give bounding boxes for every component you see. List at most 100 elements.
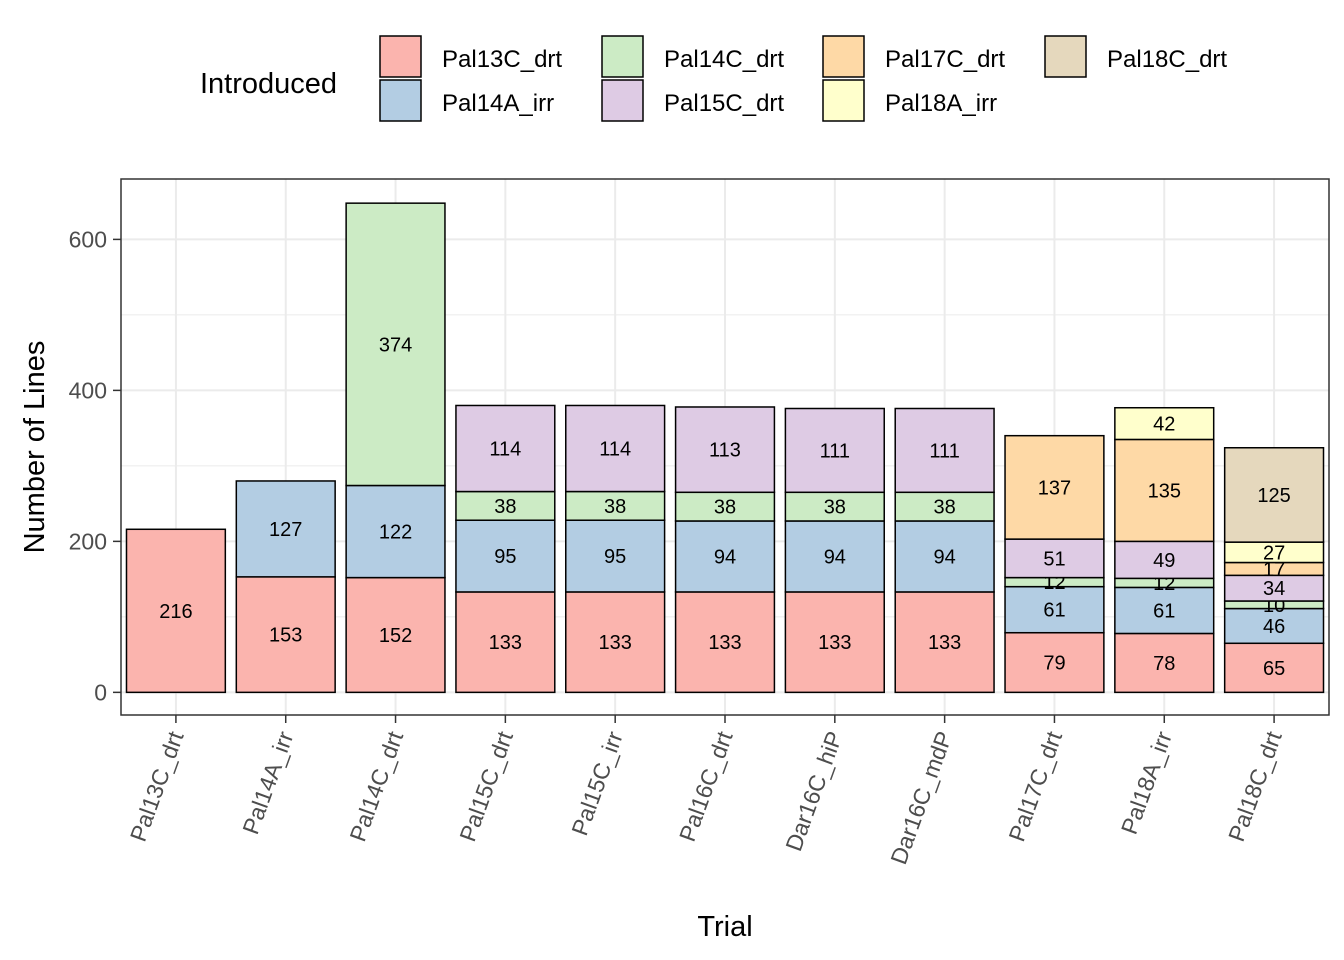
bar-segment-pal15c-drt — [784, 407, 885, 494]
legend-item-pal18a-irr: Pal18A_irr — [822, 79, 997, 122]
data-label: 114 — [599, 439, 631, 461]
legend: Introduced Pal13C_drt Pal14C_drt Pal17C_dr… — [200, 35, 1227, 122]
y-tick-label: 600 — [69, 226, 107, 252]
data-label: 133 — [708, 632, 741, 654]
bar-segment-pal13c-drt — [565, 591, 666, 694]
bar-segment-pal14c-drt — [674, 491, 776, 522]
data-label: 153 — [269, 625, 302, 647]
legend-swatch — [822, 79, 865, 122]
data-label: 51 — [1043, 548, 1065, 570]
data-label: 152 — [379, 625, 412, 647]
bar-segment-pal13c-drt — [345, 576, 446, 694]
data-label: 65 — [1263, 658, 1285, 680]
bar-stack-pal15c-drt: 133 95 38 114 — [455, 404, 556, 694]
data-label: 17 — [1263, 559, 1285, 581]
bar-segment-pal14c-drt — [784, 491, 885, 522]
bar-segment-pal15c-drt — [674, 406, 776, 494]
bar-segment-pal14c-drt — [455, 490, 556, 521]
bar-segment-pal14a-irr — [565, 519, 666, 593]
bar-segment-pal13c-drt — [125, 528, 227, 694]
bar-segment-pal13c-drt — [1004, 631, 1105, 694]
bar-segment-pal13c-drt — [784, 591, 885, 694]
x-tick-label: Pal16C_drt — [674, 727, 738, 845]
bars: 2161531271521223741339538114133953811413… — [125, 202, 1325, 694]
bar-segment-pal15c-drt — [565, 404, 666, 493]
x-tick-label: Pal15C_irr — [566, 727, 628, 838]
legend-item-pal15c-drt: Pal15C_drt — [601, 79, 784, 122]
legend-swatch — [601, 79, 644, 122]
data-label: 216 — [159, 601, 192, 623]
bar-segment-pal15c-drt — [1004, 538, 1105, 579]
x-tick-label: Pal13C_drt — [125, 727, 189, 845]
x-axis-label: Trial — [697, 911, 752, 943]
data-label: 122 — [379, 522, 412, 544]
data-label: 61 — [1043, 600, 1065, 622]
bar-segment-pal18c-drt — [1223, 447, 1325, 543]
bar-segment-pal14a-irr — [235, 480, 336, 578]
y-tick-label: 400 — [69, 377, 107, 403]
legend-item-pal14c-drt: Pal14C_drt — [601, 35, 784, 78]
data-label: 95 — [604, 546, 626, 568]
bar-stack-pal14a-irr: 153 127 — [235, 480, 336, 694]
bar-stack-dar16c-hip: 133 94 38 111 — [784, 407, 885, 694]
y-tick-label: 0 — [94, 679, 107, 705]
x-tick-label: Pal14C_drt — [344, 727, 408, 845]
legend-swatch — [379, 35, 422, 78]
data-label: 111 — [820, 440, 850, 462]
data-label: 46 — [1263, 616, 1285, 638]
data-label: 38 — [604, 496, 626, 518]
legend-swatch — [379, 79, 422, 122]
legend-label: Pal17C_drt — [885, 46, 1005, 73]
data-label: 49 — [1153, 550, 1175, 572]
bar-segment-pal14a-irr — [1223, 607, 1325, 645]
x-tick-label: Pal17C_drt — [1003, 727, 1067, 845]
data-label: 111 — [929, 440, 959, 462]
data-label: 42 — [1153, 414, 1175, 436]
legend-label: Pal18C_drt — [1107, 46, 1227, 73]
bar-segment-pal13c-drt — [894, 591, 995, 694]
data-label: 79 — [1043, 653, 1065, 675]
bar-segment-pal14c-drt — [894, 491, 995, 522]
data-label: 94 — [714, 546, 736, 568]
bar-stack-pal15c-irr: 133 95 38 114 — [565, 404, 666, 694]
bar-segment-pal14c-drt — [345, 202, 446, 487]
data-label: 133 — [928, 632, 961, 654]
legend-label: Pal15C_drt — [664, 90, 784, 117]
legend-items: Pal13C_drt Pal14C_drt Pal17C_drt Pal18C_drt… — [379, 35, 1227, 122]
data-label: 135 — [1148, 480, 1181, 502]
bar-segment-pal15c-drt — [455, 404, 556, 493]
data-label: 114 — [489, 439, 521, 461]
data-label: 125 — [1257, 485, 1290, 507]
x-tick-label: Dar16C_hiP — [780, 728, 847, 855]
bar-segment-pal15c-drt — [1223, 574, 1325, 602]
bar-segment-pal14a-irr — [455, 519, 556, 593]
legend-label: Pal18A_irr — [885, 90, 997, 117]
bar-segment-pal18a-irr — [1114, 406, 1215, 441]
bar-segment-pal13c-drt — [455, 591, 556, 694]
data-label: 127 — [269, 519, 302, 541]
bar-segment-pal17c-drt — [1004, 434, 1105, 540]
data-label: 133 — [818, 632, 851, 654]
legend-label: Pal14A_irr — [442, 90, 554, 117]
bar-segment-pal14a-irr — [784, 520, 885, 593]
legend-label: Pal13C_drt — [442, 46, 562, 73]
data-label: 38 — [714, 497, 736, 519]
data-label: 133 — [598, 632, 631, 654]
bar-segment-pal14a-irr — [894, 520, 995, 593]
data-label: 94 — [824, 546, 846, 568]
legend-item-pal13c-drt: Pal13C_drt — [379, 35, 562, 78]
bar-segment-pal17c-drt — [1114, 438, 1215, 543]
bar-stack-pal16c-drt: 133 94 38 113 — [674, 406, 776, 694]
legend-swatch — [601, 35, 644, 78]
data-label: 78 — [1153, 653, 1175, 675]
legend-label: Pal14C_drt — [664, 46, 784, 73]
legend-title: Introduced — [200, 68, 337, 100]
y-axis-label: Number of Lines — [19, 341, 51, 554]
x-tick-label: Pal18A_irr — [1116, 728, 1177, 838]
x-axis: Pal13C_drt Pal14A_irr Pal14C_drt Pal15C_drt… — [125, 715, 1287, 868]
x-tick-label: Dar16C_mdP — [885, 728, 957, 868]
bar-stack-pal14c-drt: 152 122 374 — [345, 202, 446, 694]
